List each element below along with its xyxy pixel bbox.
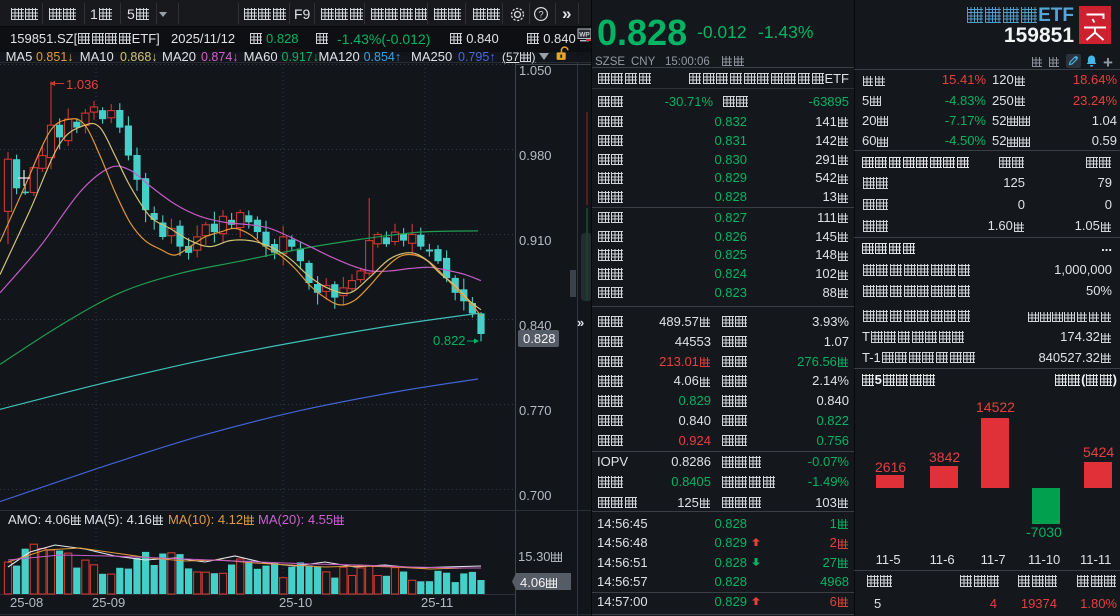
svg-text:?: ?	[538, 9, 543, 20]
svg-text:WP: WP	[579, 32, 590, 39]
